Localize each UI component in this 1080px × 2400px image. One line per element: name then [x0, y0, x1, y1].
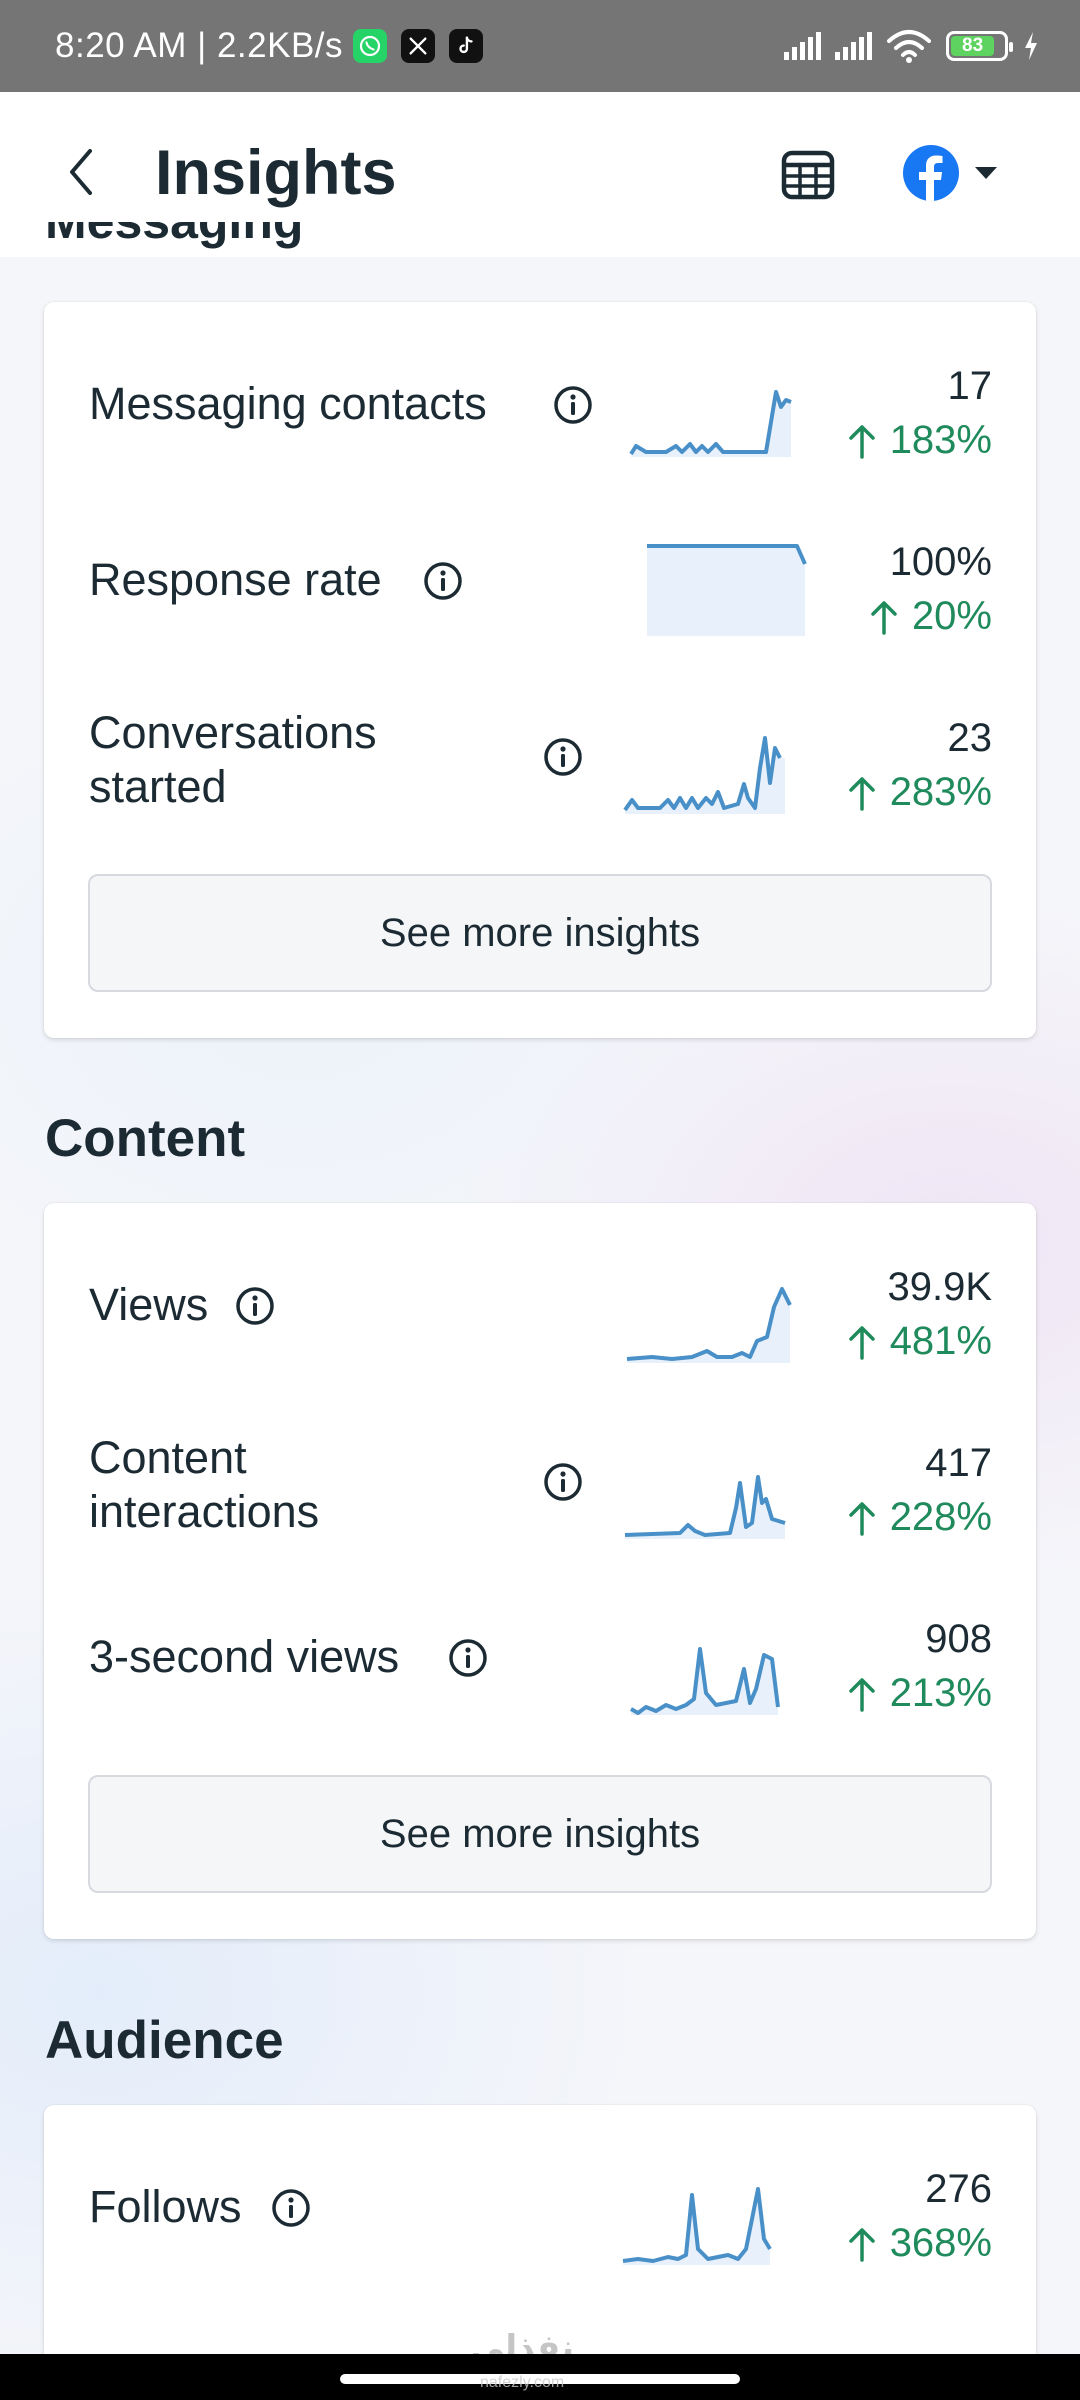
sparkline-conversations-started: [623, 736, 785, 814]
info-icon[interactable]: [542, 1461, 584, 1503]
caret-down-icon: [975, 167, 997, 179]
metric-value: 417: [925, 1441, 992, 1485]
arrow-up-icon: [871, 600, 897, 635]
metric-row[interactable]: Follows 276 368%: [44, 2145, 1036, 2285]
metric-change-value: 368%: [889, 2221, 992, 2265]
export-table-button[interactable]: [780, 147, 836, 203]
see-more-insights-button[interactable]: See more insights: [88, 874, 992, 992]
metric-change-value: 20%: [911, 594, 992, 638]
metric-change: 213%: [848, 1671, 992, 1716]
tiktok-icon: [449, 29, 484, 63]
info-icon[interactable]: [234, 1285, 276, 1327]
sparkline-content-interactions: [624, 1475, 786, 1539]
sparkline-response-rate: [647, 544, 807, 636]
metric-change: 368%: [848, 2221, 992, 2266]
arrow-up-icon: [848, 1501, 875, 1536]
metric-label: Content interactions: [89, 1431, 319, 1539]
table-icon: [781, 150, 835, 200]
sparkline-follows: [622, 2187, 772, 2265]
arrow-up-icon: [848, 2227, 875, 2262]
info-icon[interactable]: [422, 560, 464, 602]
info-icon[interactable]: [270, 2187, 312, 2229]
metric-value: 100%: [889, 540, 992, 584]
sparkline-3-second-views: [630, 1647, 780, 1715]
watermark-url: nafezly.com: [480, 2374, 565, 2391]
status-bar: 8:20 AM | 2.2KB/s 83: [0, 0, 1080, 92]
metric-change-value: 213%: [889, 1671, 992, 1715]
metric-label-line: started: [89, 761, 227, 812]
metric-value: 17: [947, 364, 993, 408]
app-header: Insights: [0, 92, 1080, 257]
metric-label-line: interactions: [89, 1486, 320, 1537]
metric-change: 183%: [848, 418, 992, 463]
signal-icon-2: [835, 32, 872, 60]
arrow-up-icon: [848, 1677, 875, 1712]
metric-label: Response rate: [89, 554, 382, 605]
metric-change-value: 283%: [889, 770, 992, 814]
metric-row[interactable]: Content interactions 417 228%: [44, 1419, 1036, 1559]
status-app-icons: [353, 29, 484, 63]
metric-label: Messaging contacts: [89, 378, 487, 429]
metric-label-line: Content: [89, 1432, 247, 1483]
metric-label-line: Conversations: [89, 707, 377, 758]
sparkline-views: [626, 1287, 792, 1363]
content-card: Views 39.9K 481% Content interactions 41…: [44, 1203, 1036, 1939]
charging-icon: [1025, 32, 1037, 60]
metric-change: 481%: [848, 1319, 992, 1364]
status-indicators: 83: [784, 29, 1040, 63]
messaging-section-title-partial: Messaging: [45, 222, 445, 262]
info-icon[interactable]: [552, 384, 594, 426]
metric-row[interactable]: Views 39.9K 481%: [44, 1243, 1036, 1383]
sparkline-messaging-contacts: [629, 390, 792, 457]
metric-row[interactable]: Conversations started 23 283%: [44, 694, 1036, 834]
metric-label: Follows: [89, 2181, 242, 2232]
metric-value: 276: [925, 2167, 992, 2211]
metric-change-value: 183%: [889, 418, 992, 462]
content-section-title: Content: [45, 1109, 246, 1168]
battery-level: 83: [951, 35, 995, 56]
audience-section-title: Audience: [45, 2011, 284, 2070]
facebook-icon: [903, 145, 959, 201]
metric-row[interactable]: 3-second views 908 213%: [44, 1595, 1036, 1735]
info-icon[interactable]: [542, 736, 584, 778]
wifi-icon: [887, 30, 931, 63]
metric-change-value: 228%: [889, 1495, 992, 1539]
metric-change: 20%: [870, 594, 992, 639]
status-time: 8:20 AM | 2.2KB/s: [55, 26, 344, 65]
account-switcher-button[interactable]: [902, 144, 998, 202]
metric-change: 228%: [848, 1495, 992, 1540]
audience-card: Follows 276 368%: [44, 2105, 1036, 2400]
info-icon[interactable]: [447, 1637, 489, 1679]
signal-icon: [784, 32, 821, 60]
page-title: Insights: [155, 138, 397, 208]
chevron-left-icon: [70, 149, 92, 195]
messaging-card: Messaging contacts 17 183% Response rate…: [44, 302, 1036, 1038]
metric-value: 23: [947, 716, 993, 760]
metric-change-value: 481%: [889, 1319, 992, 1363]
arrow-up-icon: [848, 1325, 875, 1360]
metric-label: 3-second views: [89, 1631, 400, 1682]
metric-row[interactable]: Messaging contacts 17 183%: [44, 342, 1036, 482]
metric-label: Conversations started: [89, 706, 377, 814]
back-button[interactable]: [56, 142, 106, 202]
metric-change: 283%: [848, 770, 992, 815]
see-more-insights-button[interactable]: See more insights: [88, 1775, 992, 1893]
whatsapp-icon: [353, 29, 388, 63]
metric-row[interactable]: Response rate 100% 20%: [44, 518, 1036, 658]
metric-value: 908: [925, 1617, 992, 1661]
home-indicator[interactable]: [340, 2374, 740, 2384]
arrow-up-icon: [848, 424, 875, 459]
arrow-up-icon: [848, 776, 875, 811]
metric-value: 39.9K: [887, 1265, 992, 1309]
x-icon: [401, 29, 436, 63]
metric-label: Views: [89, 1279, 209, 1330]
battery-icon: 83: [946, 31, 1013, 61]
